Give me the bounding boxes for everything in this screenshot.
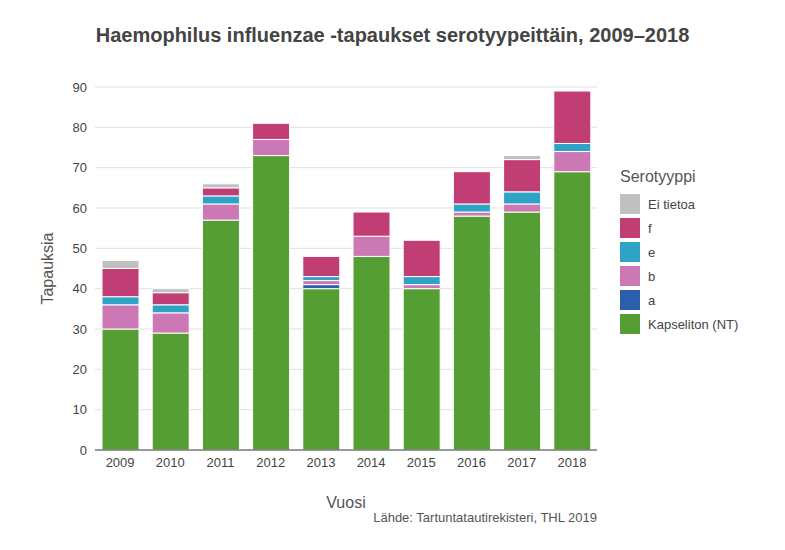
html-text:Lähde: Tartuntatautirekisteri,: Lähde: Tartuntatautirekisteri, THL 2019 (373, 510, 597, 525)
svg-text:60: 60 (73, 201, 87, 216)
html-text:e: e (648, 244, 656, 260)
html-text:Haemophilus influenzae -tapauk: Haemophilus influenzae -tapaukset seroty… (95, 24, 690, 46)
svg-text:2013: 2013 (306, 455, 335, 470)
svg-text:2009: 2009 (106, 455, 135, 470)
svg-text:20: 20 (73, 362, 87, 377)
svg-text:2010: 2010 (156, 455, 185, 470)
svg-text:Vuosi: Vuosi (326, 494, 365, 511)
svg-text:Tapauksia: Tapauksia (39, 232, 56, 304)
svg-text:70: 70 (73, 160, 87, 175)
svg-text:2015: 2015 (407, 455, 436, 470)
svg-text:2012: 2012 (256, 455, 285, 470)
svg-text:2018: 2018 (557, 455, 586, 470)
svg-text:2017: 2017 (507, 455, 536, 470)
svg-text:90: 90 (73, 80, 87, 95)
svg-text:10: 10 (73, 402, 87, 417)
html-text:Serotyyppi: Serotyyppi (620, 168, 696, 185)
html-text:a: a (648, 292, 656, 308)
svg-text:2011: 2011 (207, 455, 235, 470)
html-text:f: f (648, 220, 652, 236)
html-text:Kapseliton (NT): Kapseliton (NT) (648, 316, 739, 332)
svg-text:30: 30 (73, 322, 87, 337)
svg-text:2014: 2014 (357, 455, 386, 470)
svg-text:0: 0 (80, 443, 87, 458)
svg-text:50: 50 (73, 241, 87, 256)
svg-text:40: 40 (73, 281, 87, 296)
html-text:Ei tietoa: Ei tietoa (648, 196, 695, 212)
html-text:b: b (648, 268, 656, 284)
svg-text:2016: 2016 (457, 455, 486, 470)
svg-text:80: 80 (73, 120, 87, 135)
